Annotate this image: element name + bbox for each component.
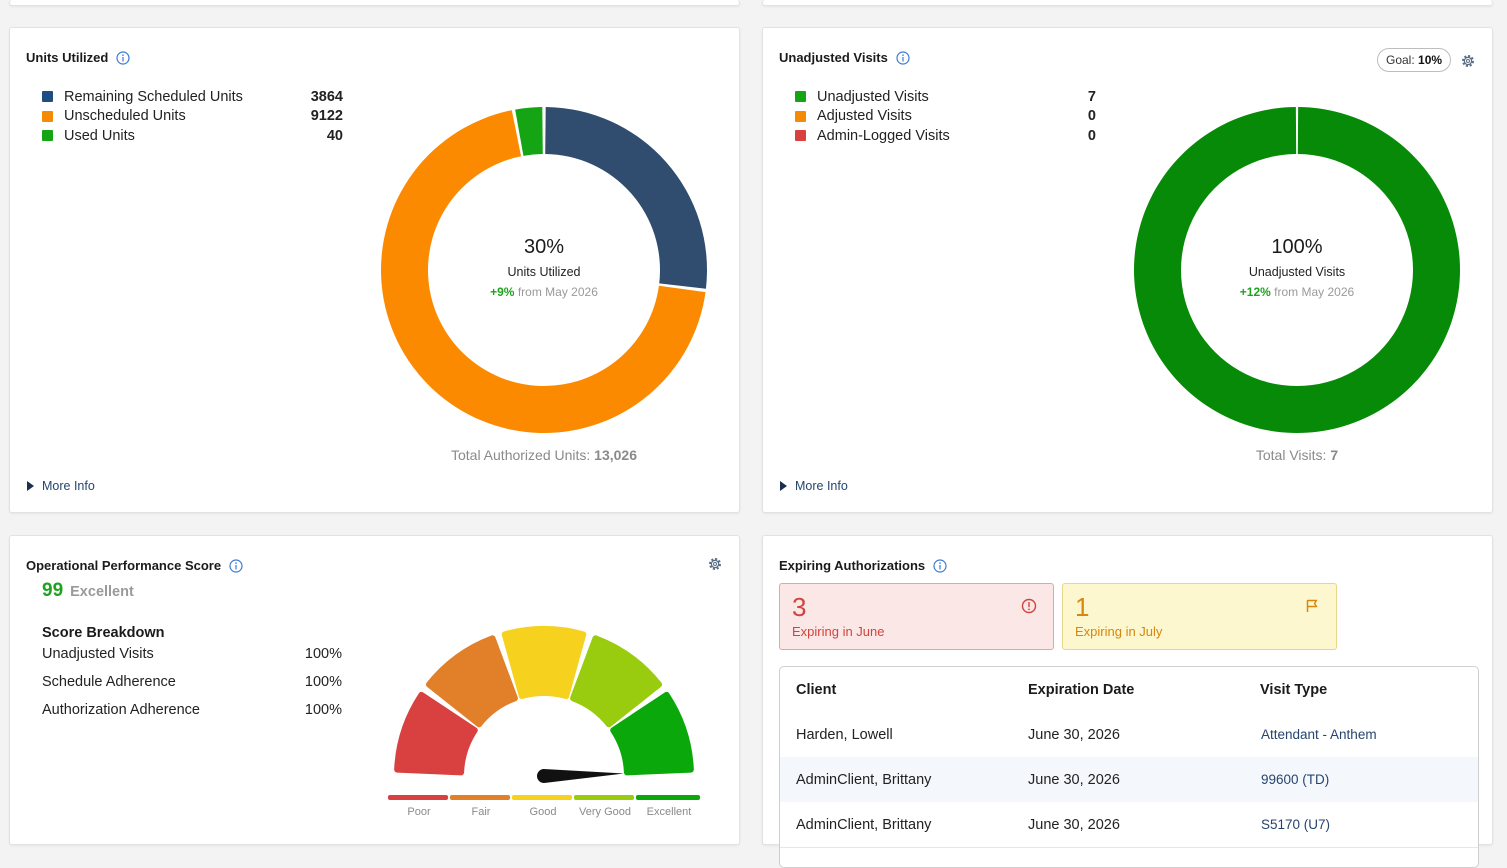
visits-more-info-toggle[interactable]: More Info bbox=[780, 479, 848, 493]
cell-expiration-date: June 30, 2026 bbox=[1028, 816, 1120, 833]
legend-swatch bbox=[795, 110, 806, 122]
cell-visit-type-link[interactable]: S5170 (U7) bbox=[1261, 817, 1331, 832]
gauge-segment-poor bbox=[394, 691, 478, 776]
units-donut-slice-1[interactable] bbox=[381, 110, 706, 434]
expiring-june-label: Expiring in June bbox=[792, 624, 885, 639]
flag-icon bbox=[1306, 599, 1318, 612]
cell-client: AdminClient, Brittany bbox=[796, 816, 932, 833]
expiring-authorizations-title: Expiring Authorizations bbox=[779, 558, 947, 573]
ops-score-title: Operational Performance Score bbox=[26, 558, 243, 573]
gauge-label-fair: Fair bbox=[471, 806, 491, 818]
caret-right-icon bbox=[780, 481, 787, 491]
visits-center-label: Unadjusted Visits bbox=[1248, 265, 1346, 279]
gauge-bar-legend: Poor Fair Good Very Good Excellent bbox=[388, 795, 700, 825]
visits-donut-center: 100% Unadjusted Visits +12% from May 202… bbox=[1197, 236, 1397, 299]
units-center-label: Units Utilized bbox=[507, 265, 581, 279]
units-donut-slice-2[interactable] bbox=[515, 107, 543, 156]
gauge-label-very-good: Very Good bbox=[579, 806, 631, 818]
ops-score: 99 Excellent bbox=[42, 580, 134, 602]
score-breakdown-title: Score Breakdown bbox=[42, 625, 165, 641]
units-total: Total Authorized Units: 13,026 bbox=[450, 447, 637, 463]
expiring-june-tile[interactable]: 3 Expiring in June bbox=[779, 583, 1054, 650]
expiring-june-count: 3 bbox=[792, 592, 807, 622]
expiring-july-label: Expiring in July bbox=[1075, 624, 1163, 639]
cell-visit-type-link[interactable]: Attendant - Anthem bbox=[1261, 727, 1377, 742]
gauge-segment-good bbox=[501, 626, 587, 700]
gauge-needle bbox=[537, 769, 624, 783]
table-header-row: Client Expiration Date Visit Type bbox=[780, 667, 1478, 713]
legend-item-used: Used Units 40 bbox=[42, 126, 343, 146]
gauge-label-excellent: Excellent bbox=[646, 806, 692, 818]
gauge-bar-very-good bbox=[574, 795, 634, 800]
legend-swatch bbox=[42, 110, 53, 122]
units-donut-slice-0[interactable] bbox=[545, 107, 707, 289]
gauge-segment-fair bbox=[425, 635, 518, 728]
units-center-delta: +9% from May 2026 bbox=[490, 285, 598, 299]
breakdown-row-authorization: Authorization Adherence 100% bbox=[42, 702, 342, 718]
units-donut-chart bbox=[381, 107, 707, 434]
table-row[interactable]: Harden, Lowell June 30, 2026 Attendant -… bbox=[780, 712, 1478, 758]
column-header-visit-type[interactable]: Visit Type bbox=[1260, 681, 1328, 698]
units-center-percent: 30% bbox=[523, 236, 565, 258]
column-header-expiration-date[interactable]: Expiration Date bbox=[1028, 681, 1135, 698]
legend-swatch bbox=[795, 130, 806, 142]
expiring-july-tile[interactable]: 1 Expiring in July bbox=[1062, 583, 1337, 650]
units-donut-center: 30% Units Utilized +9% from May 2026 bbox=[444, 236, 644, 299]
ops-score-rating: Excellent bbox=[70, 584, 134, 600]
info-icon[interactable] bbox=[933, 558, 947, 573]
cell-client: AdminClient, Brittany bbox=[796, 771, 932, 788]
gauge-bar-good bbox=[512, 795, 572, 800]
cell-client: Harden, Lowell bbox=[796, 726, 893, 743]
gauge-bar-fair bbox=[450, 795, 510, 800]
card-stub-left bbox=[9, 0, 740, 6]
ops-score-value: 99 bbox=[42, 580, 64, 601]
goal-pill[interactable]: Goal: 10% bbox=[1377, 48, 1452, 72]
info-icon[interactable] bbox=[229, 558, 243, 573]
breakdown-row-schedule: Schedule Adherence 100% bbox=[42, 674, 342, 690]
gear-icon[interactable] bbox=[707, 556, 723, 572]
legend-item-unscheduled: Unscheduled Units 9122 bbox=[42, 107, 343, 127]
gauge-label-poor: Poor bbox=[407, 806, 431, 818]
cell-expiration-date: June 30, 2026 bbox=[1028, 771, 1120, 788]
column-header-client[interactable]: Client bbox=[796, 681, 837, 698]
cell-visit-type-link[interactable]: 99600 (TD) bbox=[1261, 772, 1330, 787]
card-stub-right bbox=[762, 0, 1493, 6]
expiring-july-count: 1 bbox=[1075, 592, 1090, 622]
info-icon[interactable] bbox=[896, 50, 910, 65]
cell-expiration-date: June 30, 2026 bbox=[1028, 726, 1120, 743]
gauge-label-good: Good bbox=[529, 806, 557, 818]
info-icon[interactable] bbox=[116, 50, 130, 65]
gauge-bar-poor bbox=[388, 795, 448, 800]
table-row[interactable]: AdminClient, Brittany June 30, 2026 S517… bbox=[780, 802, 1478, 848]
legend-item-unadjusted: Unadjusted Visits 7 bbox=[795, 87, 1096, 107]
ops-score-card: Operational Performance Score 99 Excelle… bbox=[9, 535, 740, 845]
legend-swatch bbox=[42, 130, 53, 142]
legend-item-adjusted: Adjusted Visits 0 bbox=[795, 107, 1096, 127]
gauge-segment-very-good bbox=[570, 635, 663, 728]
units-legend: Remaining Scheduled Units 3864 Unschedul… bbox=[42, 87, 343, 146]
legend-swatch bbox=[42, 91, 53, 103]
expiring-authorizations-table: Client Expiration Date Visit Type Harden… bbox=[779, 666, 1479, 868]
unadjusted-visits-card: Unadjusted Visits Goal: 10% Unadjusted V… bbox=[762, 27, 1493, 513]
gauge-segment-excellent bbox=[610, 691, 694, 776]
units-utilized-title: Units Utilized bbox=[26, 50, 130, 65]
legend-swatch bbox=[795, 91, 806, 103]
visits-center-percent: 100% bbox=[1271, 236, 1323, 258]
visits-total: Total Visits: 7 bbox=[1255, 447, 1339, 463]
breakdown-row-unadjusted: Unadjusted Visits 100% bbox=[42, 646, 342, 662]
caret-right-icon bbox=[27, 481, 34, 491]
units-utilized-card: Units Utilized Remaining Scheduled Units… bbox=[9, 27, 740, 513]
legend-item-remaining: Remaining Scheduled Units 3864 bbox=[42, 87, 343, 107]
alert-circle-icon bbox=[1021, 598, 1037, 614]
unadjusted-visits-title: Unadjusted Visits bbox=[779, 50, 910, 65]
expiring-authorizations-card: Expiring Authorizations 3 Expiring in Ju… bbox=[762, 535, 1493, 868]
visits-legend: Unadjusted Visits 7 Adjusted Visits 0 Ad… bbox=[795, 87, 1096, 146]
gauge-bar-excellent bbox=[636, 795, 700, 800]
units-more-info-toggle[interactable]: More Info bbox=[27, 479, 95, 493]
performance-gauge bbox=[394, 626, 694, 783]
legend-item-admin-logged: Admin-Logged Visits 0 bbox=[795, 126, 1096, 146]
table-row[interactable]: AdminClient, Brittany June 30, 2026 9960… bbox=[780, 757, 1478, 803]
visits-center-delta: +12% from May 2026 bbox=[1239, 285, 1355, 299]
gear-icon[interactable] bbox=[1460, 53, 1476, 69]
